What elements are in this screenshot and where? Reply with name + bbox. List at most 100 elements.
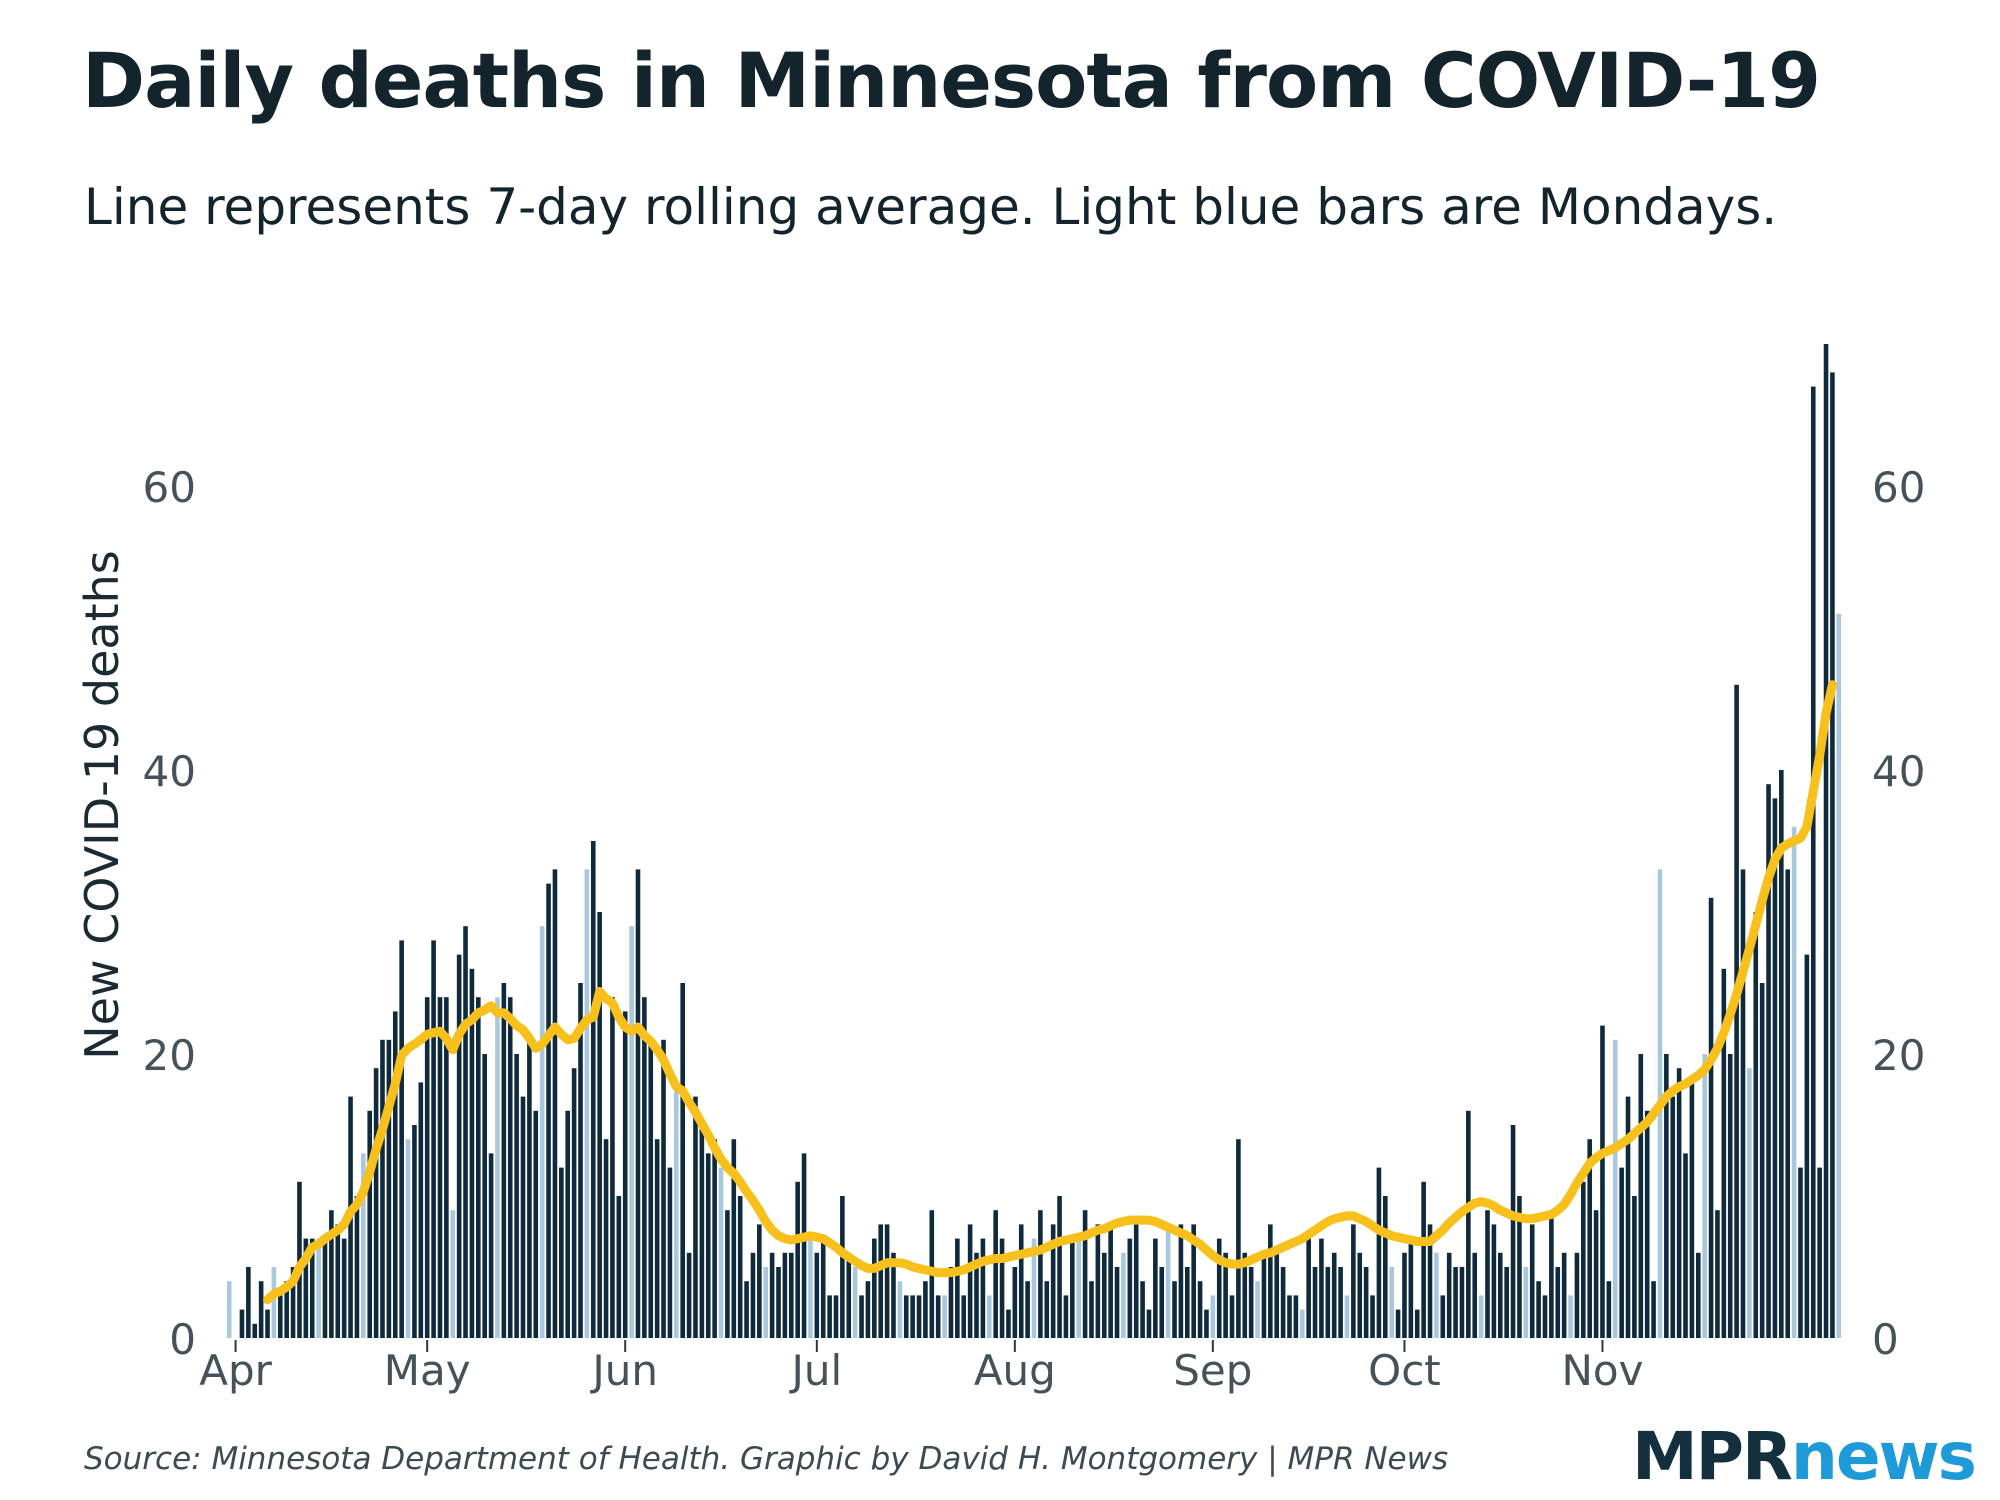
bar xyxy=(1414,1309,1420,1338)
mpr-news-logo: MPRnews xyxy=(1632,1418,1977,1495)
bar-monday xyxy=(1255,1281,1260,1338)
bar xyxy=(1012,1267,1018,1338)
x-tick-label: May xyxy=(384,1346,471,1395)
bar-monday xyxy=(1791,826,1797,1338)
bar xyxy=(590,841,596,1338)
bar xyxy=(795,1181,800,1338)
bar xyxy=(878,1224,883,1338)
bar xyxy=(1619,1167,1624,1338)
bar xyxy=(1676,1068,1682,1338)
bar xyxy=(1606,1281,1612,1338)
bar xyxy=(1581,1181,1586,1338)
bar xyxy=(840,1196,845,1338)
bar xyxy=(1587,1139,1592,1338)
bar xyxy=(463,926,468,1338)
bar xyxy=(418,1082,424,1338)
bar xyxy=(801,1153,807,1338)
bar xyxy=(469,968,475,1338)
x-tick-label: Jul xyxy=(788,1346,842,1395)
bar xyxy=(712,1139,717,1338)
bar xyxy=(1472,1252,1478,1338)
bar xyxy=(1421,1181,1426,1338)
bar xyxy=(1427,1224,1433,1338)
chart-subtitle: Line represents 7-day rolling average. L… xyxy=(84,178,1778,236)
bar-monday xyxy=(1523,1267,1529,1338)
y-axis-label: New COVID-19 deaths xyxy=(75,550,129,1060)
bar-monday xyxy=(495,997,500,1338)
bar xyxy=(1216,1238,1222,1338)
bar-monday xyxy=(1031,1238,1037,1338)
x-tick-label: Oct xyxy=(1368,1346,1441,1395)
bar xyxy=(827,1295,832,1338)
bar xyxy=(1178,1224,1184,1338)
bar xyxy=(955,1238,960,1338)
bar xyxy=(1159,1267,1165,1338)
bar xyxy=(309,1238,315,1338)
bar xyxy=(1561,1252,1567,1338)
bar xyxy=(1727,1054,1733,1338)
bar xyxy=(846,1252,852,1338)
bar xyxy=(386,1039,392,1338)
bar xyxy=(514,1054,519,1338)
bar xyxy=(891,1252,896,1338)
y-tick-label-right: 20 xyxy=(1872,1031,1925,1080)
bar xyxy=(1759,983,1765,1338)
bar xyxy=(1197,1281,1203,1338)
y-tick-label-right: 0 xyxy=(1872,1315,1899,1364)
bar xyxy=(661,1039,666,1338)
bar xyxy=(654,1139,660,1338)
bar xyxy=(258,1281,264,1338)
bar xyxy=(597,912,602,1338)
bar xyxy=(1363,1267,1369,1338)
bar xyxy=(1006,1309,1011,1338)
bar xyxy=(431,940,436,1338)
y-tick-label-right: 40 xyxy=(1872,747,1925,796)
line-layer xyxy=(263,680,1837,1305)
bar xyxy=(961,1295,967,1338)
bar xyxy=(744,1281,749,1338)
bar xyxy=(1772,798,1778,1338)
bar-monday xyxy=(316,1238,321,1338)
bar xyxy=(1600,1025,1605,1338)
bar xyxy=(769,1252,775,1338)
bar xyxy=(1440,1295,1446,1338)
bars-layer xyxy=(226,344,1842,1339)
bar xyxy=(1383,1196,1388,1338)
bar xyxy=(980,1238,986,1338)
bar xyxy=(1785,869,1791,1338)
x-tick-label: Sep xyxy=(1173,1346,1252,1395)
bar xyxy=(1057,1196,1062,1338)
bar xyxy=(399,940,404,1338)
bar xyxy=(1287,1295,1292,1338)
bar-monday xyxy=(539,926,545,1338)
bar-monday xyxy=(1389,1267,1394,1338)
axis-layer: 0 0 20 20 40 40 60 60 Apr May Jun Jul Aug Sep Oct Nov Ne… xyxy=(75,463,1925,1395)
bar xyxy=(1293,1295,1299,1338)
bar xyxy=(1223,1252,1228,1338)
bar xyxy=(948,1267,954,1338)
bar-monday xyxy=(1076,1238,1082,1338)
bar-monday xyxy=(852,1267,858,1338)
bar-monday xyxy=(808,1238,813,1338)
bar xyxy=(1070,1238,1075,1338)
bar xyxy=(705,1153,711,1338)
y-tick-label-right: 60 xyxy=(1872,463,1925,512)
bar xyxy=(1261,1252,1267,1338)
bar xyxy=(1325,1267,1331,1338)
bar xyxy=(1082,1210,1088,1338)
bar-monday xyxy=(1702,1054,1707,1338)
bar xyxy=(303,1238,309,1338)
bar xyxy=(476,997,481,1338)
bar xyxy=(859,1295,864,1338)
bar xyxy=(1651,1281,1656,1338)
bar xyxy=(1402,1252,1407,1338)
bar xyxy=(1459,1267,1465,1338)
bar xyxy=(1038,1210,1043,1338)
rolling-average-line xyxy=(263,680,1837,1305)
bar xyxy=(680,983,685,1338)
bar xyxy=(1823,344,1829,1338)
bar xyxy=(1485,1210,1490,1338)
bar xyxy=(1357,1252,1363,1338)
bar xyxy=(776,1267,781,1338)
bar xyxy=(788,1252,794,1338)
